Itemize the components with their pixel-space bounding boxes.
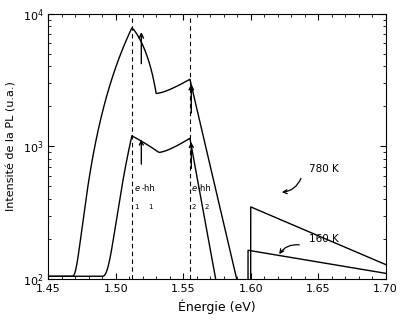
X-axis label: Énergie (eV): Énergie (eV): [178, 299, 256, 314]
Text: 780 K: 780 K: [309, 164, 339, 174]
Text: -hh: -hh: [141, 184, 155, 193]
Text: 160 K: 160 K: [309, 234, 339, 244]
Y-axis label: Intensité de la PL (u.a.): Intensité de la PL (u.a.): [7, 82, 17, 211]
Text: e: e: [191, 184, 196, 193]
Text: 2: 2: [191, 204, 196, 210]
Text: -hh: -hh: [198, 184, 212, 193]
Text: 2: 2: [205, 204, 209, 210]
Text: 1: 1: [134, 204, 139, 210]
Text: 1: 1: [148, 204, 153, 210]
Text: e: e: [134, 184, 140, 193]
